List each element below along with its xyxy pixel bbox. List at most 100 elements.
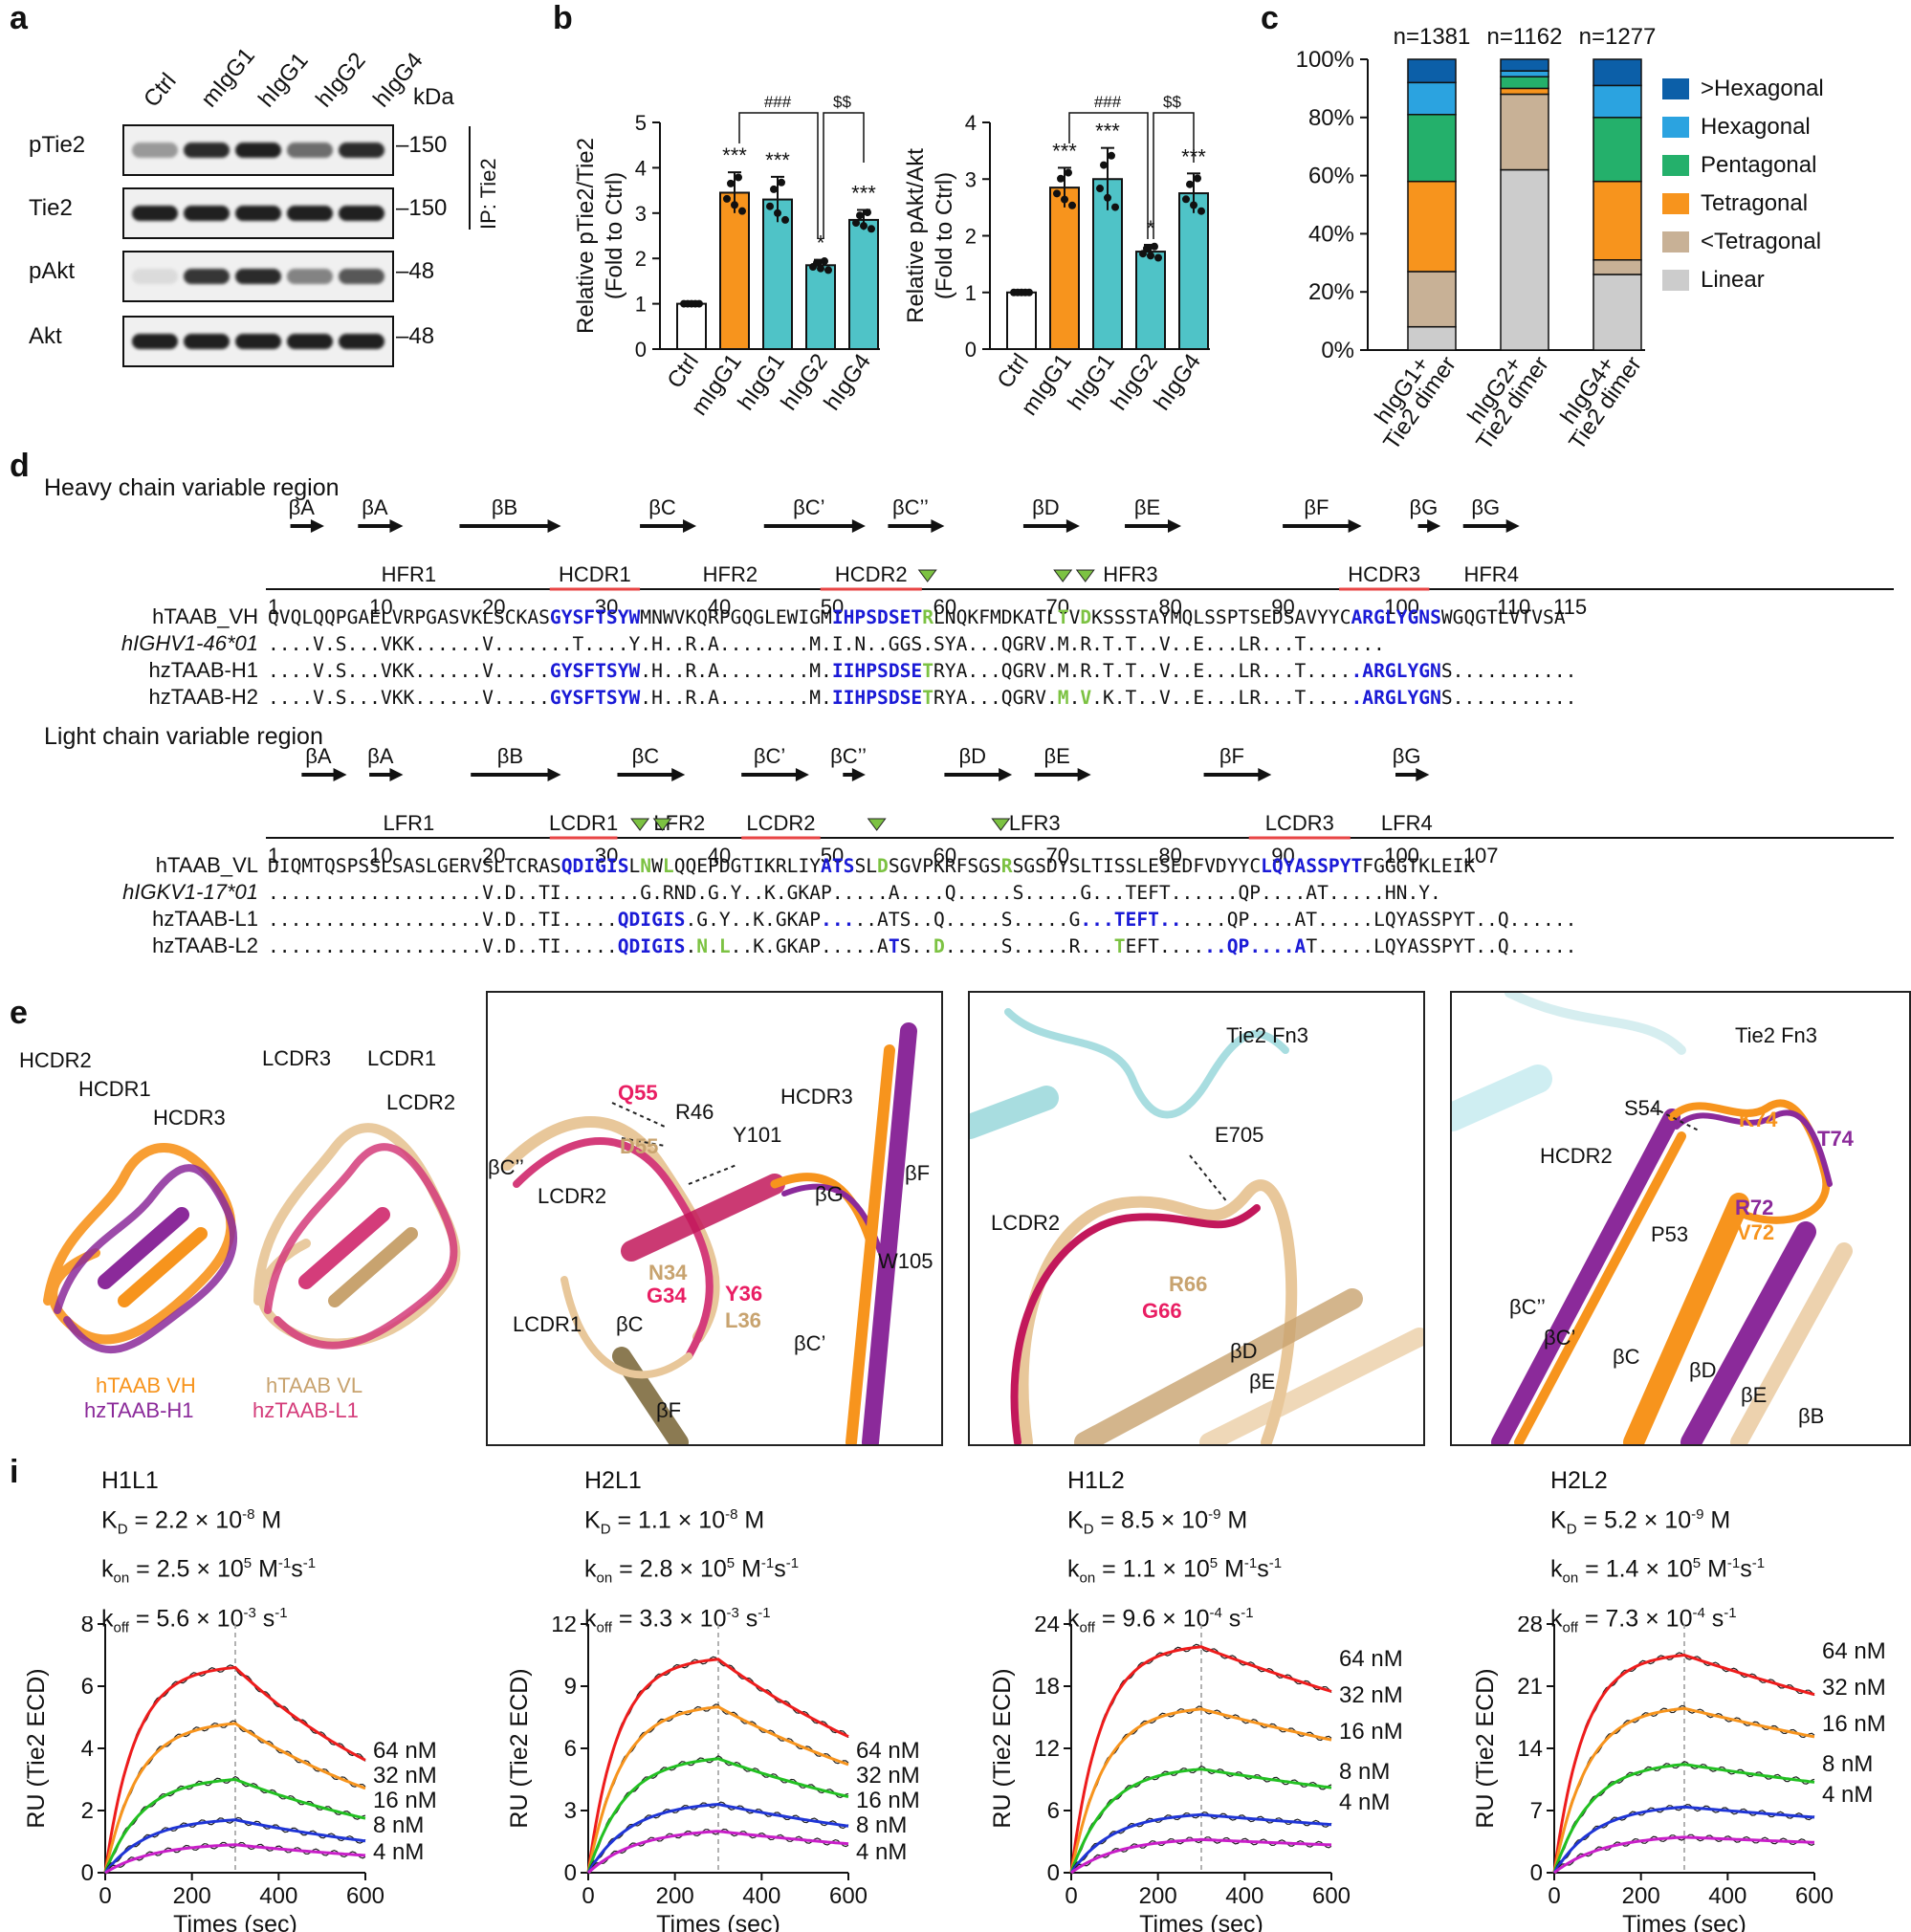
stacked-segment	[1592, 180, 1642, 261]
x-tick-label: 400	[1225, 1883, 1263, 1909]
strand-label: βD	[958, 746, 986, 768]
label: S54	[1624, 1096, 1662, 1120]
lane-label: hIgG2	[311, 47, 371, 113]
blot-band	[132, 206, 178, 221]
data-point	[766, 202, 774, 210]
koff-value: 9.6	[1122, 1604, 1156, 1632]
legend-label: hzTAAB-H1	[84, 1398, 194, 1422]
kd-exponent: -8	[725, 1506, 738, 1523]
stacked-segment	[1500, 87, 1549, 96]
region-label: LFR4	[1381, 811, 1433, 835]
x-tick-label: 0	[582, 1883, 594, 1909]
structure-overlay-e: HCDR2 HCDR1 HCDR3 LCDR3 LCDR1 LCDR2 hTAA…	[19, 995, 488, 1435]
panel-label-b: b	[553, 0, 573, 36]
koff-unit: s	[1228, 1604, 1241, 1632]
y-tick-label: 6	[81, 1674, 94, 1700]
concentration-label: 32 nM	[1339, 1682, 1403, 1708]
y-axis-label: Relative pAkt/Akt	[903, 148, 929, 323]
ribbon-structure-image	[1452, 993, 1853, 1444]
label: βC	[1613, 1345, 1640, 1369]
label: LCDR1	[513, 1312, 582, 1336]
stacked-segment	[1407, 58, 1457, 84]
region-label: LCDR2	[746, 811, 815, 835]
triangle-marker	[991, 818, 1011, 831]
x-tick-label: 0	[1548, 1883, 1560, 1909]
residue-number: 40	[708, 595, 731, 619]
concentration-label: 4 nM	[1822, 1782, 1873, 1808]
blot-row-label: Akt	[29, 323, 62, 349]
y-tick-label: 80%	[1308, 105, 1354, 131]
kd-subscript: D	[1083, 1521, 1094, 1538]
significance-star: ***	[851, 181, 876, 205]
stacked-segment	[1407, 271, 1457, 328]
y-axis-label: RU (Tie2 ECD)	[23, 1668, 50, 1828]
concentration-label: 8 nM	[1822, 1751, 1873, 1777]
bar-chart: 0 1 2 3 4 Relative pAkt/Akt (Fold to Ctrl) Ctrl…	[903, 93, 1210, 420]
label: W105	[878, 1249, 934, 1273]
sensorgram-plot: 0 6 12 18 24 0 200 400 600 Times (sec) RU (Tie2 EC…	[989, 1616, 1403, 1932]
significance-star: ***	[765, 148, 790, 172]
fitted-curve	[104, 1843, 366, 1875]
sequence-row: ....V.S...VKK......V.......T....Y.H..R.A…	[268, 633, 1385, 655]
stacked-segment	[1407, 180, 1457, 273]
significance-star: ***	[722, 143, 747, 167]
n-label: n=1381	[1394, 24, 1471, 50]
bracket-label: ###	[764, 93, 792, 111]
strand-arrowhead	[1077, 768, 1091, 781]
strand-arrowhead	[310, 519, 324, 533]
strand-arrowhead	[683, 519, 697, 533]
data-point	[1068, 201, 1076, 209]
strand-label: βC’	[793, 497, 824, 519]
label: R46	[675, 1100, 714, 1124]
strand-label: βA	[367, 746, 394, 768]
structure-closeup-f: Q55 D55 R46 Y101 HCDR3 βC’’ LCDR2 βG βF …	[486, 991, 943, 1446]
concentration-label: 8 nM	[1339, 1759, 1390, 1785]
koff-exponent: -3	[243, 1604, 256, 1621]
residue-number: 110	[1497, 595, 1530, 619]
y-tick-label: 6	[1047, 1798, 1060, 1824]
y-tick-label: 40%	[1308, 221, 1354, 247]
data-point	[864, 209, 871, 217]
strand-label: βB	[497, 746, 523, 768]
data-point	[1190, 201, 1197, 209]
residue-number: 1	[268, 595, 279, 619]
panel-label-d: d	[10, 448, 30, 484]
sequence-row: ...................V.D..TI.....QDIGIS.G.…	[268, 909, 1577, 931]
sequence-row: ....V.S...VKK......V.....GYSFTSYW.H..R.A…	[268, 687, 1577, 709]
label: Tie2 Fn3	[1735, 1023, 1818, 1047]
highlighted-residues: GYSFTSYW	[549, 687, 641, 709]
highlighted-residues: ...TEFT..	[1080, 909, 1182, 931]
label: βC’	[794, 1331, 826, 1355]
legend-swatch	[1662, 193, 1689, 214]
panel-label-a: a	[10, 0, 28, 36]
y-tick-label: 28	[1517, 1616, 1543, 1637]
strand-arrowhead	[1065, 519, 1080, 533]
kon-value: 2.5	[156, 1555, 190, 1583]
heavy-chain-topology: βA βA βB βC βC’ βC’’ βD βE βF βG βG HFR1 HCDR1 HFR2 HC…	[266, 497, 1894, 619]
data-point	[778, 178, 785, 187]
blot-band	[235, 334, 281, 349]
kon-exponent: 5	[243, 1555, 253, 1572]
highlighted-residues: D	[877, 855, 889, 877]
label: Y36	[725, 1282, 763, 1306]
y-tick-label: 6	[564, 1736, 577, 1762]
strand-arrowhead	[1348, 519, 1362, 533]
blot-row-label: pAkt	[29, 258, 76, 284]
data-point	[1154, 253, 1162, 262]
concentration-label: 32 nM	[1822, 1675, 1886, 1701]
data-point	[860, 222, 868, 231]
kd-symbol: K	[1067, 1506, 1084, 1534]
y-tick-label: 100%	[1296, 47, 1354, 73]
highlighted-residues: M	[1057, 687, 1069, 709]
highlighted-residues: T	[922, 660, 934, 682]
fitted-curve	[103, 1665, 366, 1874]
blot-band	[339, 334, 384, 349]
data-point	[1108, 151, 1115, 160]
koff-exponent: -3	[726, 1604, 739, 1621]
fitted-curve	[1069, 1707, 1332, 1874]
kon-symbol: k	[101, 1555, 114, 1583]
kd-value: 2.2	[155, 1506, 188, 1534]
blot-band	[132, 143, 178, 158]
